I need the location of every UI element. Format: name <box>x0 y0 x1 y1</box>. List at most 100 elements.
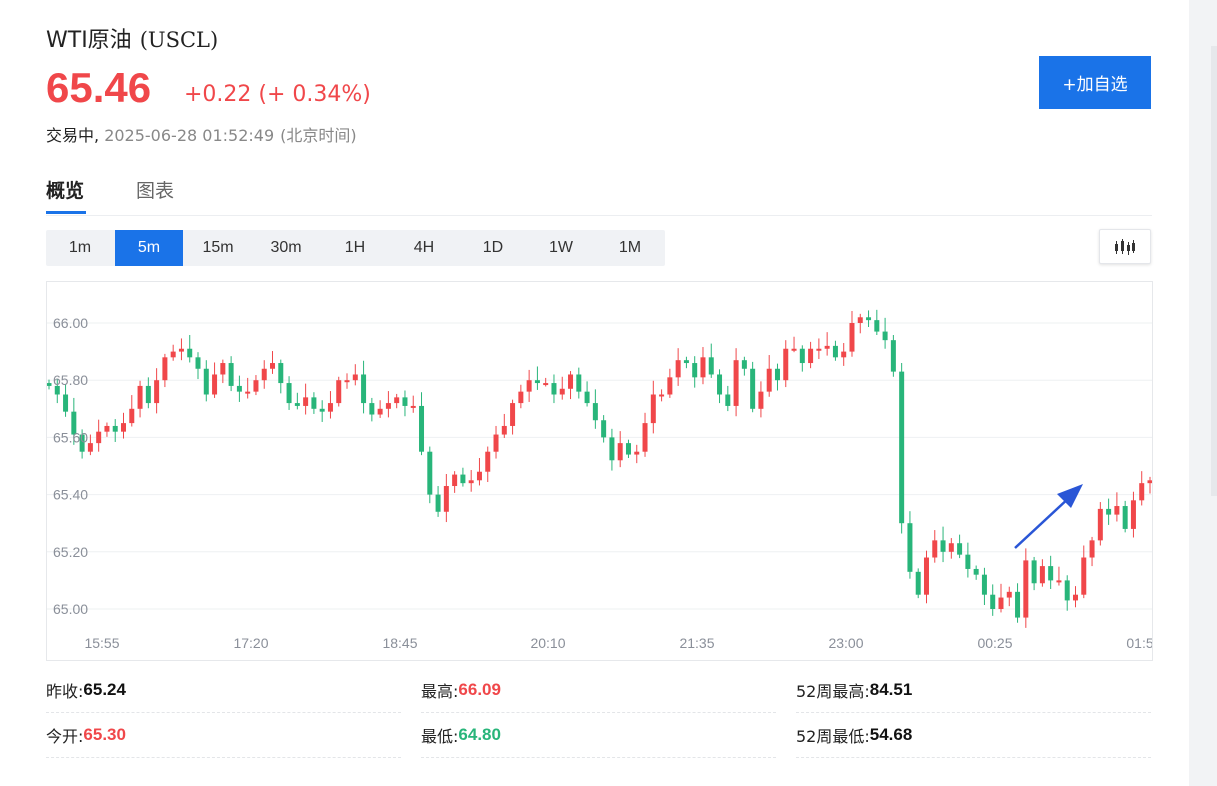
x-tick-label: 00:25 <box>977 635 1012 651</box>
candle-body <box>592 403 598 421</box>
candle-body <box>700 357 706 378</box>
candle-body <box>998 597 1004 609</box>
stat-label: 最低: <box>421 727 459 746</box>
candle-body <box>468 480 474 484</box>
candle-body <box>559 388 565 395</box>
candle-body <box>501 425 507 435</box>
candle-body <box>973 568 979 575</box>
stat-value: 64.80 <box>458 725 501 744</box>
period-15m[interactable]: 15m <box>202 239 234 256</box>
stat-value: 65.24 <box>83 680 126 699</box>
candle-body <box>47 383 52 386</box>
period-5m[interactable]: 5m <box>115 230 183 266</box>
candle-body <box>112 425 118 432</box>
candle-body <box>87 443 93 452</box>
candle-body <box>683 360 689 364</box>
candle-body <box>1130 500 1136 529</box>
stat-high: 最高: 66.09 <box>421 668 776 713</box>
period-1mo[interactable]: 1M <box>618 239 642 256</box>
candle-body <box>1081 557 1087 595</box>
stat-value: 66.09 <box>458 680 501 699</box>
candle-body <box>319 408 325 412</box>
price-chart[interactable]: 66.00 65.80 65.60 65.40 65.20 65.00 15:55 17:20… <box>46 281 1153 661</box>
candle-body <box>1072 594 1078 601</box>
candle-body <box>899 371 905 524</box>
candle-body <box>377 408 383 415</box>
candle-body <box>394 397 400 404</box>
candle-body <box>452 474 458 487</box>
candle-body <box>170 351 176 358</box>
candle-body <box>327 403 333 412</box>
candle-body <box>766 368 772 392</box>
period-30m[interactable]: 30m <box>270 239 302 256</box>
candle-body <box>882 331 888 341</box>
candle-body <box>551 383 557 395</box>
candle-body <box>857 317 863 323</box>
candle-body <box>534 380 540 384</box>
stat-prev-close: 昨收: 65.24 <box>46 668 401 713</box>
candle-body <box>212 374 218 395</box>
chart-type-button[interactable] <box>1099 229 1151 264</box>
tab-overview[interactable]: 概览 <box>46 180 85 202</box>
candle-body <box>460 474 466 484</box>
instrument-code: (USCL) <box>139 28 219 52</box>
add-watchlist-button[interactable]: +加自选 <box>1039 56 1151 109</box>
candle-body <box>286 383 292 404</box>
candle-body <box>717 374 723 395</box>
candle-body <box>990 594 996 609</box>
status-text: 交易中, <box>46 126 100 145</box>
candle-body <box>154 380 160 404</box>
candle-body <box>1139 483 1145 501</box>
candle-body <box>336 380 342 404</box>
candle-body <box>427 451 433 495</box>
candle-body <box>733 360 739 406</box>
candle-body <box>675 360 681 378</box>
candle-body <box>178 348 184 352</box>
candle-body <box>890 340 896 372</box>
period-1m[interactable]: 1m <box>68 239 92 256</box>
candle-body <box>849 323 855 352</box>
candle-body <box>220 363 226 375</box>
scrollbar-thumb[interactable] <box>1211 46 1217 496</box>
candle-body <box>1114 506 1120 515</box>
candle-body <box>1039 566 1045 584</box>
candle-body <box>236 385 242 392</box>
tab-chart[interactable]: 图表 <box>136 180 175 202</box>
candle-body <box>385 403 391 409</box>
stat-value: 54.68 <box>869 725 913 744</box>
candle-body <box>402 397 408 406</box>
period-1w[interactable]: 1W <box>549 239 573 256</box>
candle-body <box>866 317 872 321</box>
x-tick-label: 01:5 <box>1126 635 1153 651</box>
candle-body <box>799 348 805 364</box>
period-1h[interactable]: 1H <box>344 239 366 256</box>
candle-body <box>543 383 549 386</box>
period-4h[interactable]: 4H <box>413 239 435 256</box>
x-tick-label: 18:45 <box>382 635 417 651</box>
candle-body <box>187 348 193 358</box>
period-selector: 1m 5m 15m 30m 1H 4H 1D 1W 1M <box>46 230 665 266</box>
candle-body <box>303 397 309 406</box>
tab-bar: 概览 图表 <box>46 174 1152 216</box>
candle-body <box>601 420 607 438</box>
candle-body <box>1122 506 1128 529</box>
instrument-title: WTI原油 (USCL) <box>46 22 218 54</box>
candle-body <box>352 374 358 381</box>
candle-body <box>824 345 830 349</box>
period-1d[interactable]: 1D <box>482 239 504 256</box>
candle-body <box>1056 580 1062 583</box>
stat-52w-low: 52周最低: 54.68 <box>796 713 1151 758</box>
y-tick-label: 65.80 <box>53 372 88 388</box>
x-tick-label: 15:55 <box>84 635 119 651</box>
candle-body <box>634 451 640 455</box>
candle-body <box>137 385 143 409</box>
x-tick-label: 17:20 <box>233 635 268 651</box>
candle-body <box>203 368 209 395</box>
candle-body <box>940 540 946 552</box>
x-tick-label: 21:35 <box>679 635 714 651</box>
candle-body <box>1089 540 1095 558</box>
trend-arrow-shaft <box>1014 495 1072 549</box>
candle-body <box>659 394 665 397</box>
x-tick-label: 20:10 <box>530 635 565 651</box>
